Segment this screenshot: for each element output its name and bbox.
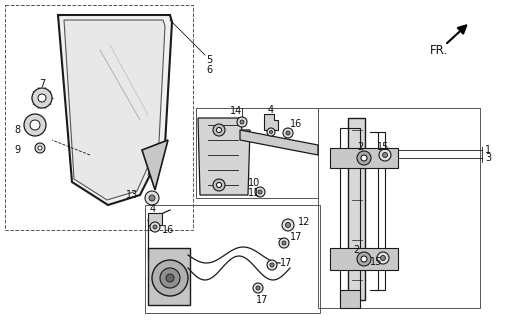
Circle shape [30,120,40,130]
Polygon shape [58,15,172,205]
Circle shape [283,128,293,138]
Text: 16: 16 [290,119,302,129]
Bar [5,5,193,230]
Circle shape [216,182,221,188]
Polygon shape [148,213,162,225]
Circle shape [240,120,244,124]
Polygon shape [198,118,250,195]
Circle shape [285,222,290,228]
Text: 10: 10 [248,178,260,188]
Circle shape [152,260,188,296]
Polygon shape [64,20,165,200]
Text: 7: 7 [39,79,45,89]
Text: 13: 13 [126,190,138,200]
Circle shape [149,195,155,201]
Text: 16: 16 [162,225,174,235]
Circle shape [377,252,389,264]
Polygon shape [142,140,168,190]
Circle shape [166,274,174,282]
Bar [145,205,320,313]
Circle shape [361,155,367,161]
Circle shape [383,153,387,157]
Text: 17: 17 [280,258,293,268]
Circle shape [38,94,46,102]
Text: 8: 8 [14,125,20,135]
Circle shape [258,190,262,194]
Text: 17: 17 [290,232,302,242]
Circle shape [269,131,272,133]
Text: 6: 6 [206,65,212,75]
Circle shape [267,260,277,270]
Circle shape [237,117,247,127]
Polygon shape [240,130,318,155]
Text: 15: 15 [370,257,382,267]
Text: 17: 17 [256,295,268,305]
Text: 2: 2 [353,245,359,255]
Circle shape [282,219,294,231]
Circle shape [38,146,42,150]
Text: 11: 11 [248,188,260,198]
Circle shape [279,238,289,248]
Circle shape [153,225,157,229]
Circle shape [24,114,46,136]
Polygon shape [340,290,360,308]
Circle shape [35,143,45,153]
Polygon shape [330,248,398,270]
Circle shape [213,124,225,136]
Circle shape [357,151,371,165]
Circle shape [381,255,386,260]
Polygon shape [148,248,190,305]
Circle shape [216,127,221,132]
Circle shape [150,222,160,232]
Circle shape [282,241,286,245]
Circle shape [255,187,265,197]
Text: 2: 2 [357,142,363,152]
Circle shape [379,149,391,161]
Text: 9: 9 [14,145,20,155]
Text: 4: 4 [150,204,156,214]
Circle shape [270,263,274,267]
Text: 4: 4 [268,105,274,115]
Polygon shape [330,148,398,168]
Circle shape [361,256,367,262]
Circle shape [286,131,290,135]
Circle shape [256,286,260,290]
Text: 15: 15 [377,142,389,152]
Circle shape [213,179,225,191]
Text: 14: 14 [230,106,242,116]
Circle shape [32,88,52,108]
Polygon shape [348,118,365,300]
Circle shape [267,128,275,136]
Circle shape [253,283,263,293]
Text: 5: 5 [206,55,212,65]
Bar [318,108,480,308]
Circle shape [145,191,159,205]
Text: 3: 3 [485,153,491,163]
Bar [196,108,318,198]
Circle shape [160,268,180,288]
Text: FR.: FR. [430,44,448,57]
Text: 12: 12 [298,217,311,227]
Circle shape [357,252,371,266]
Polygon shape [264,114,278,130]
Text: 1: 1 [485,145,491,155]
